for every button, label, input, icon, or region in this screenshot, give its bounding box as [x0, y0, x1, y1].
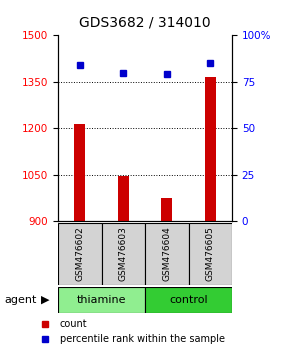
Bar [161, 198, 172, 221]
Text: percentile rank within the sample: percentile rank within the sample [60, 334, 225, 344]
Text: agent: agent [4, 295, 37, 305]
Bar [118, 176, 129, 221]
Text: thiamine: thiamine [77, 295, 126, 305]
Bar [145, 287, 232, 313]
Bar [74, 124, 85, 221]
Bar [205, 77, 216, 221]
Bar [188, 223, 232, 285]
Text: count: count [60, 319, 87, 330]
Text: GSM476605: GSM476605 [206, 227, 215, 281]
Text: control: control [169, 295, 208, 305]
Text: GSM476602: GSM476602 [75, 227, 84, 281]
Bar [102, 223, 145, 285]
Text: GSM476603: GSM476603 [119, 227, 128, 281]
Bar [58, 287, 145, 313]
Bar [145, 223, 188, 285]
Text: GSM476604: GSM476604 [162, 227, 171, 281]
Bar [58, 223, 102, 285]
Text: ▶: ▶ [41, 295, 49, 305]
Text: GDS3682 / 314010: GDS3682 / 314010 [79, 16, 211, 30]
